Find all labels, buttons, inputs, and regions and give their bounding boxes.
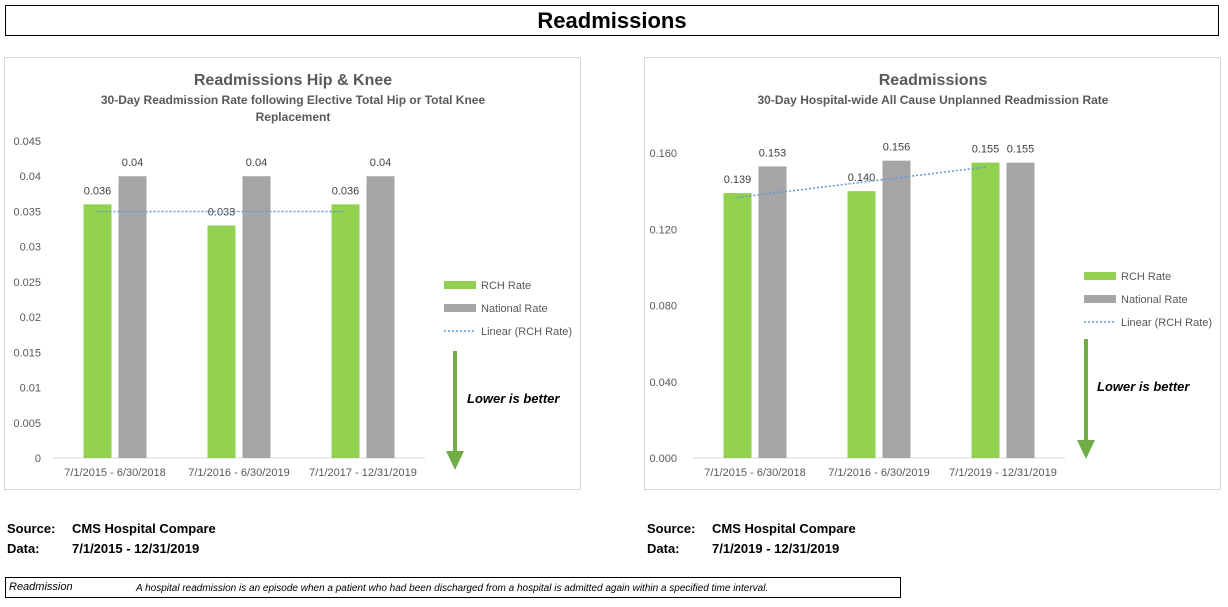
down-arrow-icon [446,351,464,470]
rch-rate-bar [971,162,1000,458]
national-rate-bar [366,176,395,458]
legend-swatch-national [444,304,476,312]
legend-label: National Rate [1121,294,1188,306]
y-tick-label: 0.04 [20,171,41,183]
hospital-wide-readmissions-chart: Readmissions 30-Day Hospital-wide All Ca… [644,57,1221,490]
data-label: 0.139 [724,174,752,186]
y-tick-label: 0.045 [13,136,41,148]
y-tick-label: 0 [35,453,41,465]
legend-swatch-rch [444,281,476,289]
data-label: 0.155 [972,144,1000,156]
definition-term: Readmission [9,581,73,593]
y-tick-label: 0.120 [649,224,677,236]
data-range-value: 7/1/2015 - 12/31/2019 [72,541,200,556]
y-tick-label: 0.035 [13,206,41,218]
source-value: CMS Hospital Compare [712,521,856,536]
chart-subtitle-line2: Replacement [256,110,331,124]
source-label: Source: [7,521,56,536]
chart-subtitle: 30-Day Hospital-wide All Cause Unplanned… [758,93,1109,107]
y-tick-label: 0.025 [13,277,41,289]
y-tick-label: 0.03 [20,242,41,254]
legend: RCH Rate National Rate Linear (RCH Rate) [444,280,572,338]
rch-rate-bar [723,193,752,459]
data-label: 0.04 [246,157,267,169]
x-tick-label: 7/1/2019 - 12/31/2019 [949,467,1057,479]
legend-label: Linear (RCH Rate) [1121,317,1212,329]
data-label: 0.155 [1007,144,1035,156]
x-tick-label: 7/1/2016 - 6/30/2019 [188,467,290,479]
chart-title: Readmissions Hip & Knee [194,72,392,89]
y-tick-label: 0.015 [13,347,41,359]
down-arrow-icon [1077,339,1095,459]
rch-rate-bar [847,191,876,459]
x-tick-label: 7/1/2017 - 12/31/2019 [309,467,417,479]
source-label: Source: [647,521,696,536]
data-label: 0.04 [370,157,391,169]
legend-label: RCH Rate [1121,271,1171,283]
y-tick-label: 0.040 [649,377,677,389]
chart-subtitle: 30-Day Readmission Rate following Electi… [101,93,486,107]
hospital-wide-chart-svg: Readmissions 30-Day Hospital-wide All Ca… [649,72,1212,479]
data-label: 0.036 [84,185,112,197]
x-tick-label: 7/1/2016 - 6/30/2019 [828,467,930,479]
hip-knee-readmissions-chart: Readmissions Hip & Knee 30-Day Readmissi… [4,57,581,490]
data-label: 0.04 [122,157,143,169]
rch-rate-bar [207,225,236,458]
data-label: 0.156 [883,142,911,154]
data-label: 0.153 [759,147,787,159]
legend-label: RCH Rate [481,280,531,292]
data-label: 0.033 [208,207,236,219]
hip-knee-chart-svg: Readmissions Hip & Knee 30-Day Readmissi… [13,72,572,479]
source-value: CMS Hospital Compare [72,521,216,536]
national-rate-bar [242,176,271,458]
trendline [737,166,986,199]
legend-swatch-rch [1084,272,1116,280]
definition-box: Readmission A hospital readmission is an… [5,577,901,598]
data-label: Data: [647,541,680,556]
x-tick-label: 7/1/2015 - 6/30/2018 [64,467,166,479]
y-tick-label: 0.01 [20,383,41,395]
national-rate-bar [758,166,787,458]
data-label: 0.140 [848,172,876,184]
rch-rate-bar [83,204,112,458]
plot-area: 0.000 0.040 0.080 0.120 0.160 7/1/2015 - 6/30… [649,142,1065,479]
legend-swatch-national [1084,295,1116,303]
legend-label: Linear (RCH Rate) [481,326,572,338]
lower-is-better-note: Lower is better [1097,379,1190,394]
page-title: Readmissions [5,5,1219,36]
plot-area: 0 0.005 0.01 0.015 0.02 0.025 0.03 0.035 0.04 0.0… [13,136,425,479]
y-tick-label: 0.160 [649,148,677,160]
y-tick-label: 0.080 [649,301,677,313]
rch-rate-bar [331,204,360,458]
data-range-value: 7/1/2019 - 12/31/2019 [712,541,840,556]
national-rate-bar [882,160,911,458]
lower-is-better-note: Lower is better [467,391,560,406]
national-rate-bar [118,176,147,458]
chart-title: Readmissions [879,72,988,89]
data-label: 0.036 [332,185,360,197]
y-tick-label: 0.02 [20,312,41,324]
definition-text: A hospital readmission is an episode whe… [136,583,769,594]
legend-label: National Rate [481,303,548,315]
y-tick-label: 0.000 [649,453,677,465]
y-tick-label: 0.005 [13,418,41,430]
data-label: Data: [7,541,40,556]
national-rate-bar [1006,162,1035,458]
x-tick-label: 7/1/2015 - 6/30/2018 [704,467,806,479]
legend: RCH Rate National Rate Linear (RCH Rate) [1084,271,1212,329]
